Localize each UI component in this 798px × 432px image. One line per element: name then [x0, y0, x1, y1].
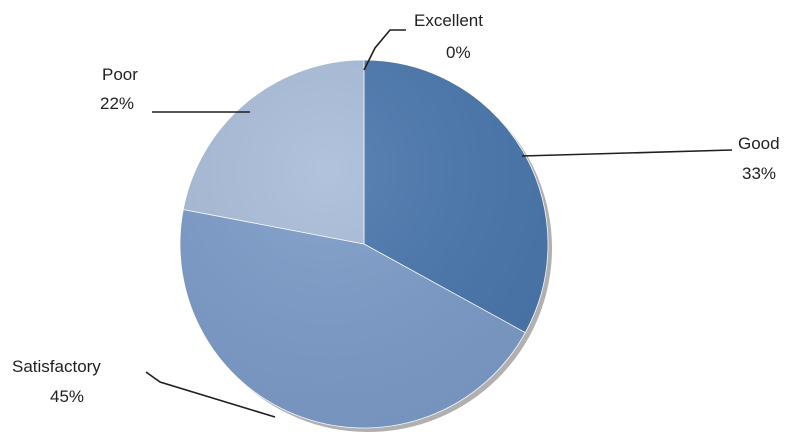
- slice-label-poor-name: Poor: [102, 65, 138, 84]
- pie-sheen: [180, 60, 548, 428]
- slice-label-excellent-name: Excellent: [414, 11, 483, 30]
- slice-label-poor-value: 22%: [100, 94, 134, 113]
- slice-label-good-value: 33%: [742, 164, 776, 183]
- leader-line-good: [521, 149, 733, 157]
- leader-line-excellent: [363, 29, 406, 71]
- slice-label-satisfactory-name: Satisfactory: [12, 357, 101, 376]
- slice-label-satisfactory-value: 45%: [50, 387, 84, 406]
- slice-label-excellent-value: 0%: [446, 43, 471, 62]
- leader-line-satisfactory: [145, 371, 276, 418]
- slice-label-good-name: Good: [738, 134, 780, 153]
